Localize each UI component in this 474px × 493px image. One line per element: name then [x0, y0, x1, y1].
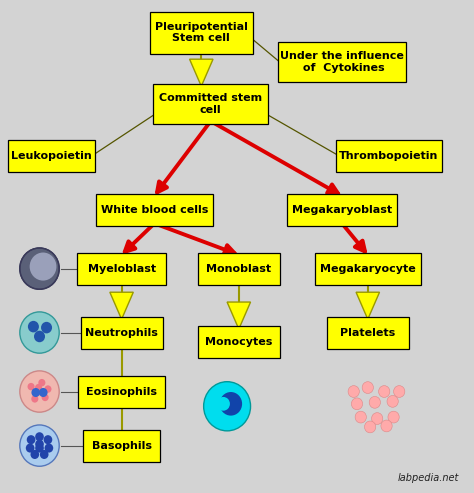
FancyBboxPatch shape: [8, 140, 95, 172]
FancyBboxPatch shape: [336, 140, 442, 172]
FancyBboxPatch shape: [153, 84, 268, 124]
Circle shape: [38, 379, 46, 387]
Text: Neutrophils: Neutrophils: [85, 327, 158, 338]
Circle shape: [27, 383, 35, 390]
Circle shape: [204, 382, 251, 431]
Circle shape: [217, 397, 230, 411]
Circle shape: [355, 411, 366, 423]
Text: Monocytes: Monocytes: [205, 337, 273, 348]
FancyBboxPatch shape: [150, 12, 253, 54]
Text: Eosinophils: Eosinophils: [86, 387, 157, 396]
Circle shape: [20, 425, 59, 466]
FancyBboxPatch shape: [78, 376, 165, 408]
Circle shape: [42, 394, 49, 401]
Circle shape: [393, 386, 405, 397]
Text: Basophils: Basophils: [91, 441, 152, 451]
Circle shape: [40, 450, 48, 459]
Circle shape: [369, 396, 381, 408]
Circle shape: [35, 444, 44, 453]
Circle shape: [36, 388, 43, 395]
Polygon shape: [110, 378, 133, 405]
FancyBboxPatch shape: [83, 429, 160, 461]
Circle shape: [381, 420, 392, 432]
Text: Myeloblast: Myeloblast: [88, 264, 155, 274]
Text: Under the influence
 of  Cytokines: Under the influence of Cytokines: [280, 51, 404, 73]
Circle shape: [30, 252, 56, 281]
Text: Pleuripotential
Stem cell: Pleuripotential Stem cell: [155, 22, 248, 43]
Text: Thrombopoietin: Thrombopoietin: [339, 150, 438, 161]
Circle shape: [351, 398, 363, 410]
FancyBboxPatch shape: [287, 194, 397, 226]
Polygon shape: [110, 432, 133, 459]
Circle shape: [41, 322, 52, 333]
Circle shape: [20, 248, 59, 289]
Circle shape: [20, 312, 59, 353]
Circle shape: [372, 413, 383, 424]
FancyBboxPatch shape: [277, 42, 407, 82]
Circle shape: [387, 395, 398, 407]
Circle shape: [35, 432, 44, 441]
Circle shape: [379, 386, 390, 397]
Circle shape: [26, 444, 35, 453]
Polygon shape: [356, 292, 380, 319]
Text: Platelets: Platelets: [340, 327, 395, 338]
Circle shape: [30, 450, 39, 459]
Circle shape: [45, 386, 52, 393]
Circle shape: [388, 411, 399, 423]
FancyBboxPatch shape: [96, 194, 213, 226]
FancyBboxPatch shape: [81, 317, 163, 349]
Circle shape: [20, 371, 59, 412]
Polygon shape: [190, 59, 213, 86]
Polygon shape: [227, 302, 251, 329]
Circle shape: [27, 435, 36, 444]
Text: Megakaryocyte: Megakaryocyte: [320, 264, 416, 274]
FancyBboxPatch shape: [315, 252, 420, 284]
FancyBboxPatch shape: [327, 317, 409, 349]
Circle shape: [28, 321, 39, 332]
Text: Leukopoietin: Leukopoietin: [11, 150, 91, 161]
Circle shape: [365, 421, 376, 433]
Text: Committed stem
cell: Committed stem cell: [159, 93, 262, 115]
Text: White blood cells: White blood cells: [100, 205, 208, 214]
Circle shape: [35, 384, 42, 391]
Circle shape: [362, 382, 374, 393]
Circle shape: [34, 331, 45, 342]
Circle shape: [219, 392, 242, 416]
Circle shape: [348, 386, 359, 397]
Circle shape: [44, 435, 52, 444]
Text: Megakaryoblast: Megakaryoblast: [292, 205, 392, 214]
Circle shape: [31, 395, 38, 403]
Circle shape: [35, 440, 44, 449]
Circle shape: [45, 444, 53, 453]
Polygon shape: [110, 292, 133, 319]
FancyBboxPatch shape: [198, 326, 280, 358]
Circle shape: [39, 388, 47, 397]
Text: labpedia.net: labpedia.net: [398, 473, 459, 484]
FancyBboxPatch shape: [198, 252, 280, 284]
Circle shape: [31, 388, 40, 397]
FancyBboxPatch shape: [77, 252, 166, 284]
Text: Monoblast: Monoblast: [206, 264, 272, 274]
